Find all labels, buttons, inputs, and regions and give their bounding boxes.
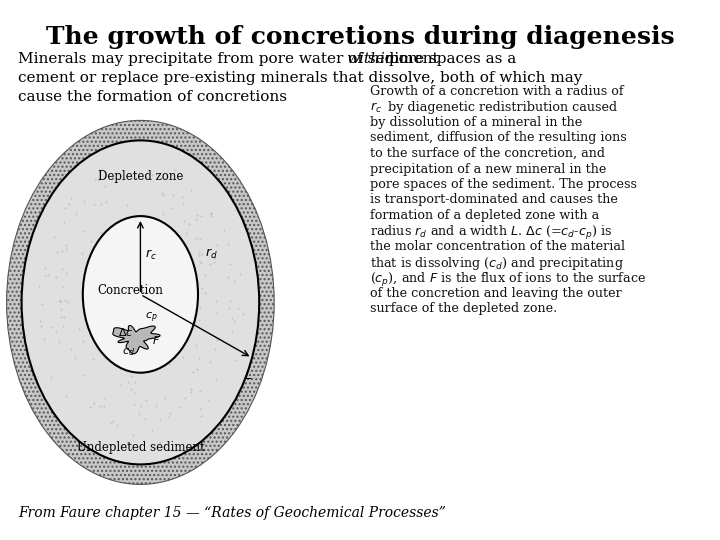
Text: The growth of concretions during diagenesis: The growth of concretions during diagene… — [45, 25, 675, 49]
Text: $c_d$: $c_d$ — [122, 347, 135, 359]
Text: by dissolution of a mineral in the: by dissolution of a mineral in the — [370, 116, 582, 129]
Text: to the surface of the concretion, and: to the surface of the concretion, and — [370, 147, 605, 160]
Text: within: within — [346, 52, 395, 66]
Text: $L$: $L$ — [244, 369, 252, 382]
Text: precipitation of a new mineral in the: precipitation of a new mineral in the — [370, 163, 606, 176]
Text: surface of the depleted zone.: surface of the depleted zone. — [370, 302, 557, 315]
Ellipse shape — [22, 140, 259, 464]
Text: $c_p$: $c_p$ — [145, 310, 158, 325]
Text: $r_c$: $r_c$ — [370, 100, 382, 114]
Text: pore spaces as a: pore spaces as a — [384, 52, 516, 66]
Ellipse shape — [83, 216, 198, 373]
Text: cement or replace pre-existing minerals that dissolve, both of which may: cement or replace pre-existing minerals … — [18, 71, 582, 85]
Text: radius $r_d$ and a width $L$. $\Delta c$ (=$c_d$-$c_p$) is: radius $r_d$ and a width $L$. $\Delta c$… — [370, 225, 612, 242]
Text: Undepleted sediment: Undepleted sediment — [76, 441, 204, 454]
Text: $\Delta c$: $\Delta c$ — [118, 326, 134, 339]
Text: Growth of a concretion with a radius of: Growth of a concretion with a radius of — [370, 85, 624, 98]
Polygon shape — [113, 326, 160, 354]
Text: the molar concentration of the material: the molar concentration of the material — [370, 240, 625, 253]
Text: pore spaces of the sediment. The process: pore spaces of the sediment. The process — [370, 178, 637, 191]
Text: is transport-dominated and causes the: is transport-dominated and causes the — [370, 193, 618, 206]
Text: Concretion: Concretion — [97, 284, 163, 297]
Text: Depleted zone: Depleted zone — [98, 171, 183, 184]
Text: ($c_p$), and $F$ is the flux of ions to the surface: ($c_p$), and $F$ is the flux of ions to … — [370, 271, 647, 289]
Text: $r_d$: $r_d$ — [204, 247, 217, 261]
Text: $F$: $F$ — [153, 334, 161, 346]
Text: cause the formation of concretions: cause the formation of concretions — [18, 90, 287, 104]
Text: Minerals may precipitate from pore water of sediment: Minerals may precipitate from pore water… — [18, 52, 444, 66]
Text: that is dissolving ($c_d$) and precipitating: that is dissolving ($c_d$) and precipita… — [370, 255, 624, 273]
Text: by diagenetic redistribution caused: by diagenetic redistribution caused — [384, 100, 617, 113]
Text: of the concretion and leaving the outer: of the concretion and leaving the outer — [370, 287, 622, 300]
Text: formation of a depleted zone with a: formation of a depleted zone with a — [370, 209, 599, 222]
Text: From Faure chapter 15 — “Rates of Geochemical Processes”: From Faure chapter 15 — “Rates of Geoche… — [18, 506, 446, 520]
Ellipse shape — [6, 120, 274, 484]
Text: $r_c$: $r_c$ — [145, 248, 157, 262]
Text: sediment, diffusion of the resulting ions: sediment, diffusion of the resulting ion… — [370, 132, 626, 145]
